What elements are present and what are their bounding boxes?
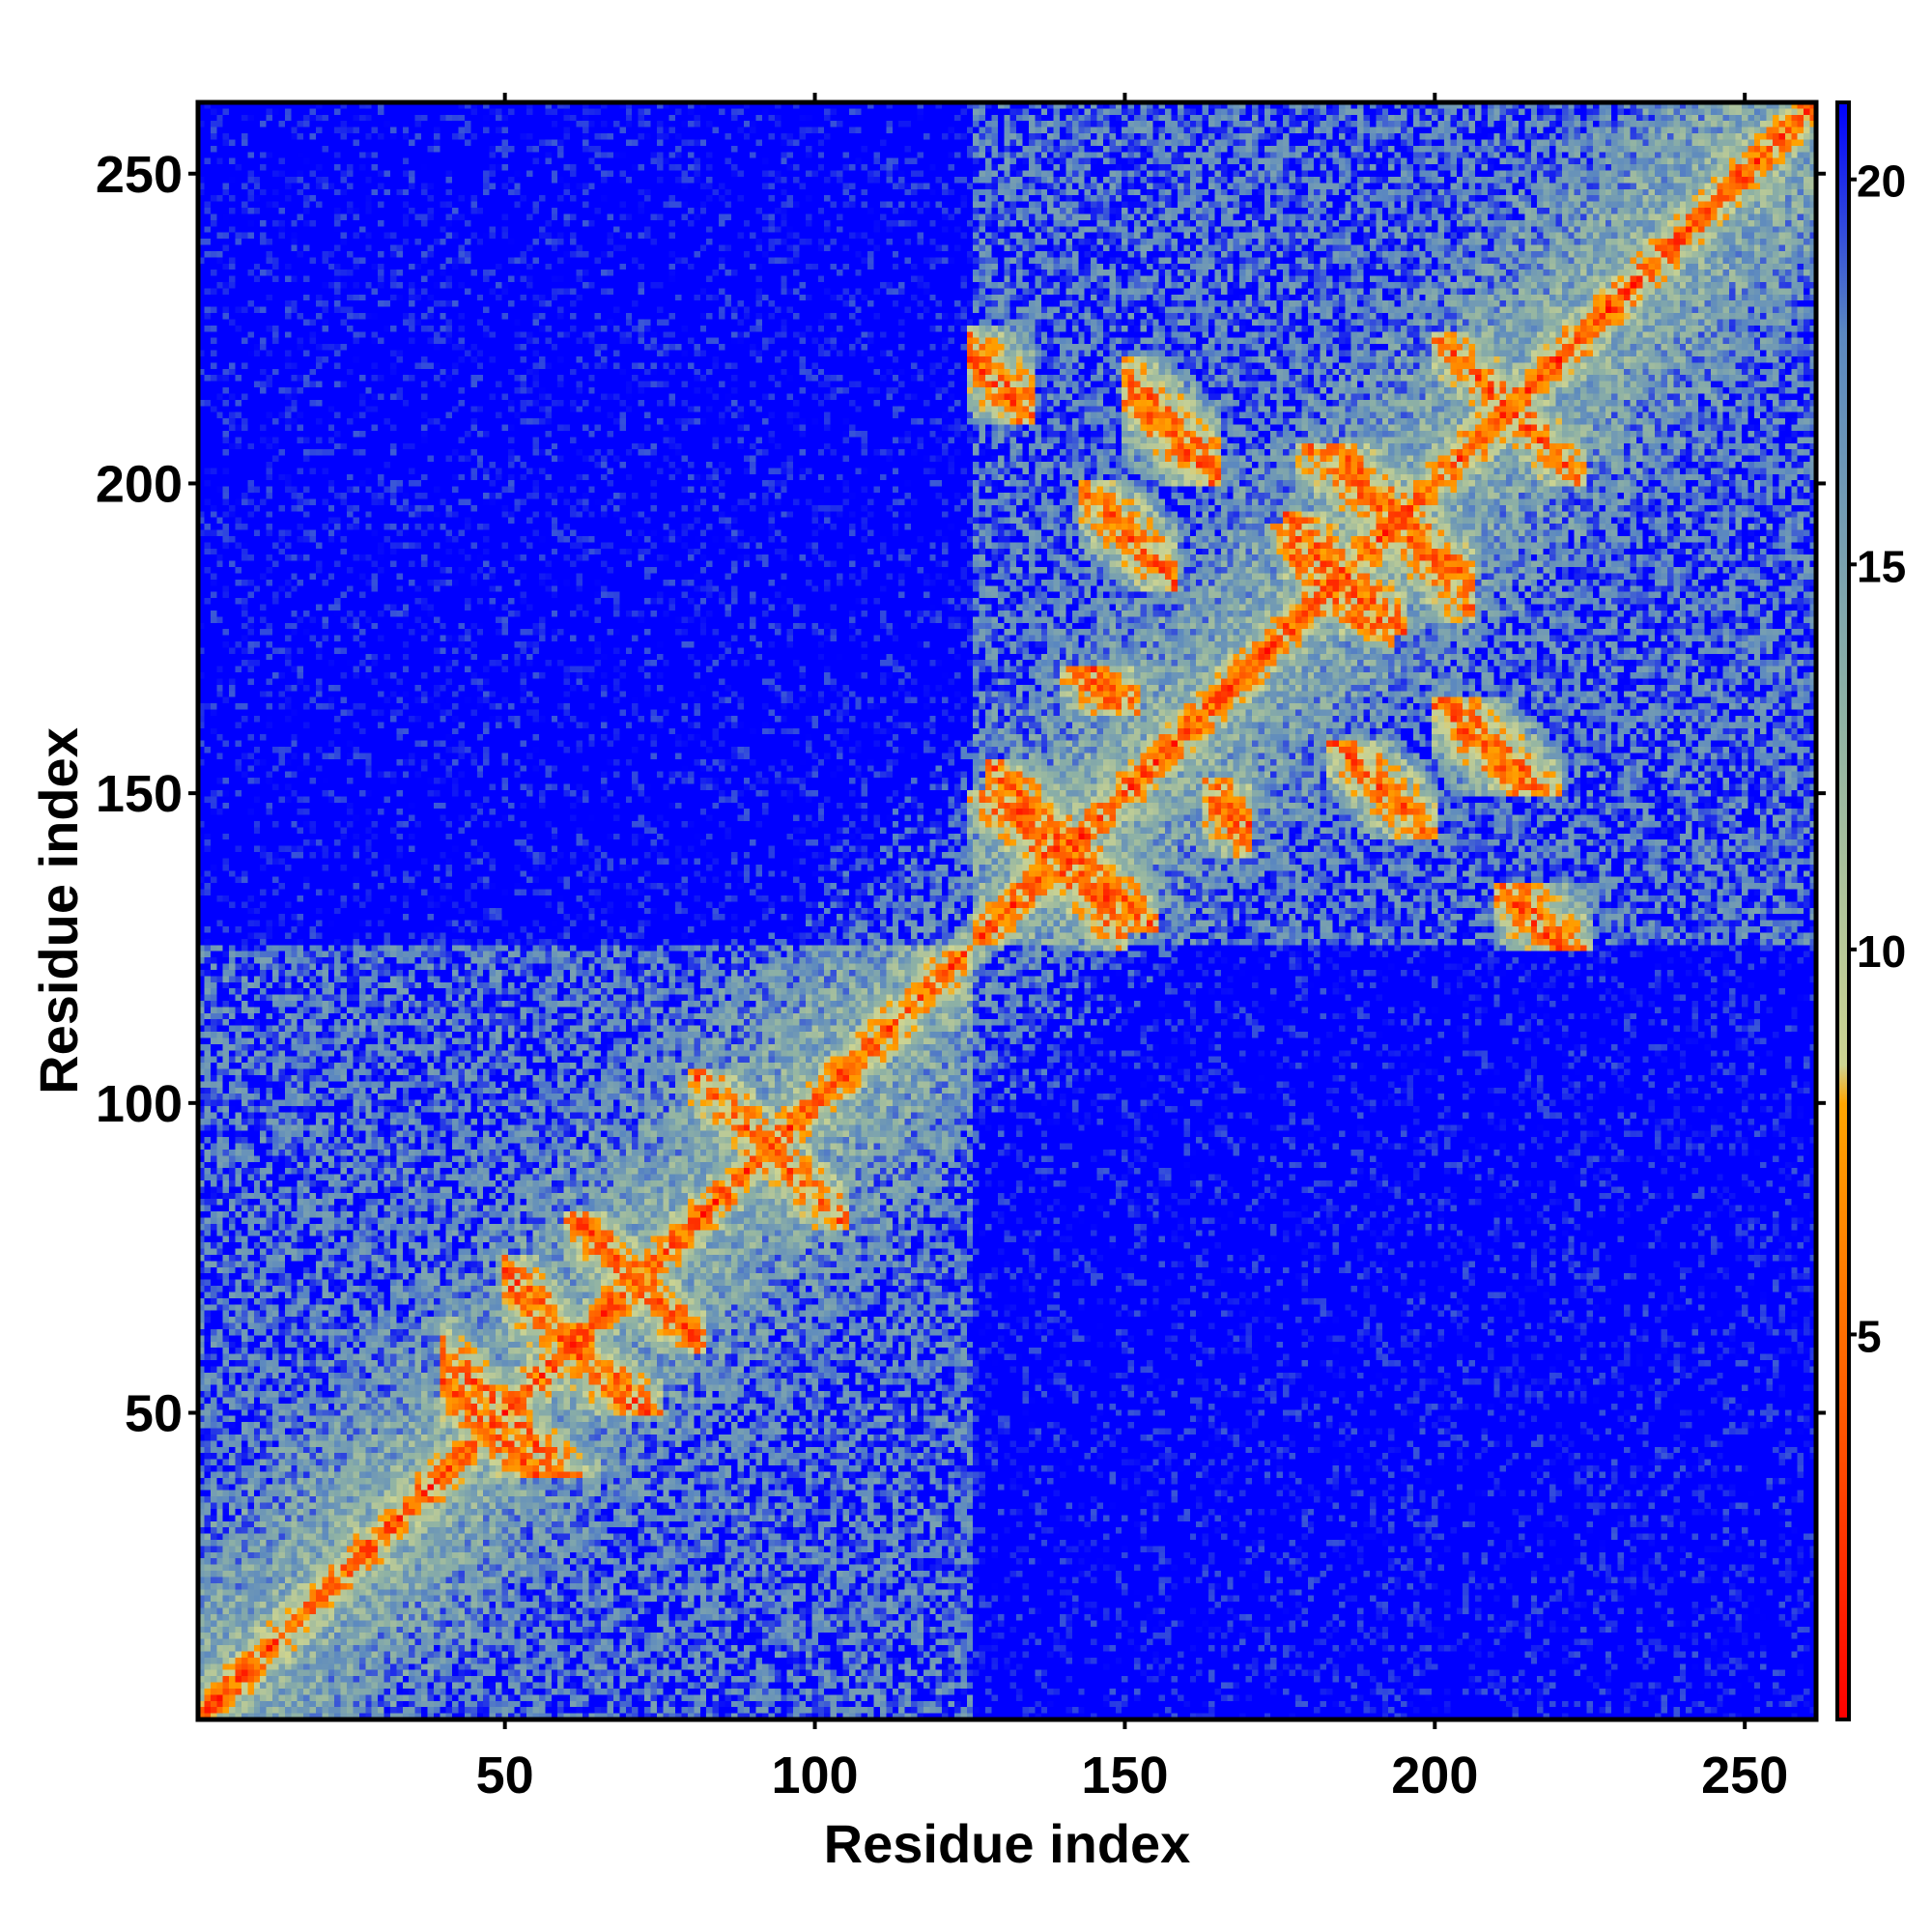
colorbar-tick-label: 15 — [1857, 541, 1906, 591]
y-tick-label: 150 — [96, 765, 183, 823]
x-tick-label: 200 — [1391, 1747, 1478, 1804]
x-tick-label: 100 — [771, 1747, 858, 1804]
x-axis-title: Residue index — [824, 1813, 1191, 1874]
plot-frame — [195, 99, 1819, 1722]
colorbar — [1835, 100, 1851, 1721]
colorbar-tick-label: 10 — [1857, 926, 1906, 977]
heatmap-matrix — [198, 102, 1816, 1719]
y-tick-label: 200 — [96, 455, 183, 513]
y-axis-title: Residue index — [28, 727, 89, 1094]
y-tick-label: 250 — [96, 146, 183, 204]
x-tick-label: 50 — [476, 1747, 534, 1804]
colorbar-tick-label: 5 — [1857, 1311, 1882, 1361]
y-tick-label: 100 — [96, 1075, 183, 1133]
x-tick-label: 150 — [1081, 1747, 1168, 1804]
colorbar-tick-label: 20 — [1857, 156, 1906, 207]
y-tick-label: 50 — [125, 1385, 183, 1443]
x-tick-label: 250 — [1701, 1747, 1788, 1804]
